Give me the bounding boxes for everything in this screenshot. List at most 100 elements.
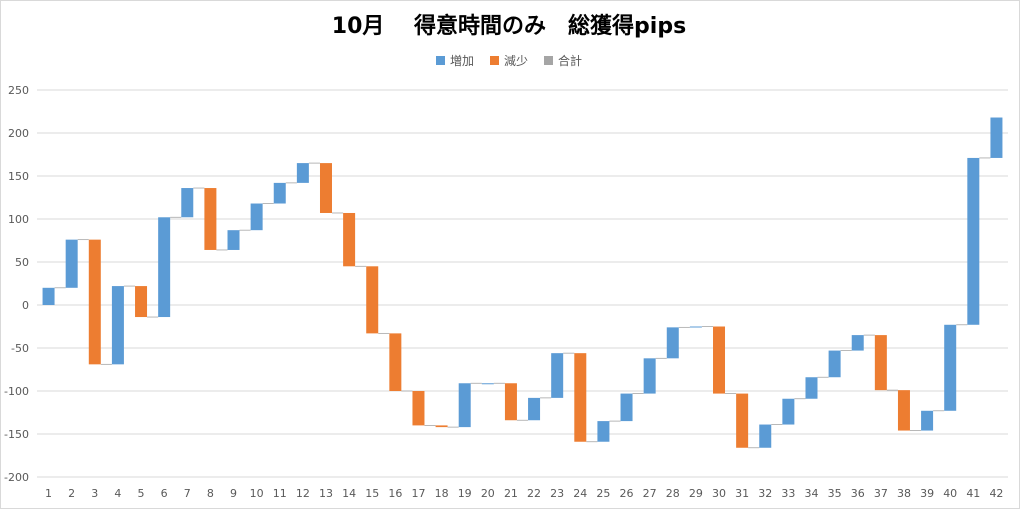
connector-lines: [54, 157, 991, 449]
x-tick-label: 42: [989, 487, 1003, 500]
legend-swatch-decrease: [489, 56, 499, 65]
x-tick-label: 20: [481, 487, 495, 500]
x-tick-label: 1: [45, 487, 52, 500]
decrease-bar: [389, 333, 402, 391]
x-tick-label: 5: [138, 487, 145, 500]
increase-bar: [828, 350, 841, 378]
increase-bar: [181, 188, 194, 218]
increase-bar: [528, 397, 541, 421]
x-tick-label: 39: [920, 487, 934, 500]
y-tick-label: 200: [8, 127, 29, 140]
decrease-bar: [366, 266, 379, 334]
increase-bar: [158, 217, 171, 318]
legend-label-decrease: 減少: [503, 54, 528, 68]
x-tick-label: 37: [874, 487, 888, 500]
increase-bar: [620, 393, 633, 422]
legend-item-increase: 増加: [435, 52, 474, 69]
y-tick-label: 0: [22, 299, 29, 312]
increase-bar: [111, 286, 124, 365]
x-tick-label: 36: [851, 487, 865, 500]
x-tick-label: 27: [643, 487, 657, 500]
increase-bar: [967, 157, 980, 325]
increase-bar: [689, 326, 702, 328]
x-tick-label: 7: [184, 487, 191, 500]
y-tick-label: 250: [8, 84, 29, 97]
legend-label-increase: 増加: [449, 54, 474, 68]
x-tick-label: 41: [966, 487, 980, 500]
y-tick-label: -200: [4, 471, 29, 484]
bars: [42, 117, 1003, 448]
x-tick-label: 9: [230, 487, 237, 500]
x-tick-label: 10: [250, 487, 264, 500]
decrease-bar: [897, 390, 910, 431]
decrease-bar: [435, 425, 448, 428]
x-tick-label: 33: [781, 487, 795, 500]
increase-bar: [250, 203, 263, 231]
increase-bar: [481, 383, 494, 385]
increase-bar: [273, 182, 286, 204]
legend-swatch-total: [544, 56, 553, 65]
increase-bar: [759, 424, 772, 448]
x-tick-label: 16: [388, 487, 402, 500]
x-tick-label: 18: [435, 487, 449, 500]
increase-bar: [643, 358, 656, 394]
x-tick-label: 2: [68, 487, 75, 500]
increase-bar: [42, 287, 55, 305]
decrease-bar: [874, 335, 887, 391]
increase-bar: [551, 353, 564, 398]
decrease-bar: [574, 353, 587, 442]
y-tick-label: -150: [4, 428, 29, 441]
legend-item-total: 合計: [544, 52, 582, 69]
x-tick-label: 17: [411, 487, 425, 500]
x-tick-label: 23: [550, 487, 564, 500]
legend-label-total: 合計: [558, 54, 583, 68]
x-tick-label: 30: [712, 487, 726, 500]
x-tick-label: 3: [91, 487, 98, 500]
y-tick-label: -50: [11, 342, 29, 355]
x-tick-label: 4: [114, 487, 121, 500]
increase-bar: [296, 163, 309, 183]
y-tick-label: 50: [15, 256, 29, 269]
x-tick-label: 32: [758, 487, 772, 500]
x-tick-label: 31: [735, 487, 749, 500]
increase-bar: [990, 117, 1003, 158]
x-tick-label: 24: [573, 487, 587, 500]
increase-bar: [458, 383, 471, 428]
decrease-bar: [504, 383, 517, 421]
x-tick-label: 26: [620, 487, 634, 500]
y-axis-labels: 250 200 150 100 50 0 -50 -100 -150 -200: [4, 84, 29, 484]
x-tick-label: 28: [666, 487, 680, 500]
x-tick-label: 22: [527, 487, 541, 500]
x-axis-labels: 1 2 3 4 5 6 7 8 9 10 11 12 13 14 15 16 17 18 19 20 21 22 23 24 2…: [45, 487, 1003, 500]
increase-bar: [227, 230, 240, 250]
y-tick-label: 100: [8, 213, 29, 226]
x-tick-label: 25: [596, 487, 610, 500]
x-tick-label: 12: [296, 487, 310, 500]
x-tick-label: 6: [161, 487, 168, 500]
decrease-bar: [135, 286, 148, 318]
y-tick-label: 150: [8, 170, 29, 183]
increase-bar: [782, 398, 795, 425]
x-tick-label: 13: [319, 487, 333, 500]
increase-bar: [944, 324, 957, 411]
increase-bar: [805, 377, 818, 399]
increase-bar: [65, 239, 78, 288]
x-tick-label: 40: [943, 487, 957, 500]
increase-bar: [921, 410, 934, 431]
x-tick-label: 34: [804, 487, 818, 500]
decrease-bar: [713, 326, 726, 394]
x-tick-label: 11: [273, 487, 287, 500]
legend: 増加 減少 合計: [0, 52, 1018, 69]
increase-bar: [666, 327, 679, 359]
x-tick-label: 19: [458, 487, 472, 500]
x-tick-label: 8: [207, 487, 214, 500]
legend-item-decrease: 減少: [489, 52, 528, 69]
x-tick-label: 15: [365, 487, 379, 500]
x-tick-label: 35: [828, 487, 842, 500]
x-tick-label: 29: [689, 487, 703, 500]
increase-bar: [851, 335, 864, 351]
y-tick-label: -100: [4, 385, 29, 398]
decrease-bar: [343, 212, 356, 267]
x-tick-label: 38: [897, 487, 911, 500]
chart-title: 10月 得意時間のみ 総獲得pips: [331, 14, 687, 39]
